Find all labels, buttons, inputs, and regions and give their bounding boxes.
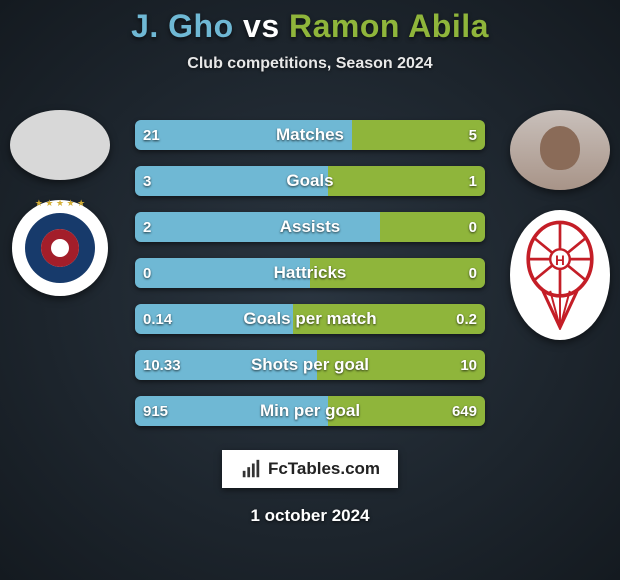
stat-value-left: 0 [143,258,151,288]
stat-row: 0.140.2Goals per match [135,304,485,334]
bar-left [135,166,328,196]
club-badge-inner [25,213,95,283]
vs-text: vs [243,8,280,44]
footer: FcTables.com 1 october 2024 [0,450,620,526]
stat-value-right: 5 [469,120,477,150]
stat-row: 00Hattricks [135,258,485,288]
stat-value-left: 3 [143,166,151,196]
header: J. Gho vs Ramon Abila Club competitions,… [0,0,620,73]
stats-container: 215Matches31Goals20Assists00Hattricks0.1… [135,120,485,426]
stat-row: 20Assists [135,212,485,242]
player2-club-badge: H [510,210,610,340]
stat-row: 10.3310Shots per goal [135,350,485,380]
bar-right [328,166,486,196]
stat-value-right: 0.2 [456,304,477,334]
brand-text: FcTables.com [268,459,380,479]
bar-left [135,212,380,242]
stat-value-left: 915 [143,396,168,426]
stat-row: 915649Min per goal [135,396,485,426]
right-column: H [505,110,615,340]
stat-value-right: 1 [469,166,477,196]
balloon-icon: H [521,220,599,330]
stat-value-right: 649 [452,396,477,426]
stat-value-right: 10 [460,350,477,380]
stat-value-left: 10.33 [143,350,181,380]
player2-name: Ramon Abila [289,8,489,44]
stat-row: 215Matches [135,120,485,150]
player1-name: J. Gho [131,8,234,44]
subtitle: Club competitions, Season 2024 [0,55,620,73]
stat-row: 31Goals [135,166,485,196]
player1-avatar [10,110,110,180]
date-text: 1 october 2024 [0,506,620,526]
stat-value-left: 21 [143,120,160,150]
stat-value-right: 0 [469,258,477,288]
comparison-title: J. Gho vs Ramon Abila [0,8,620,45]
bar-left [135,258,310,288]
player1-club-badge [12,200,108,296]
brand-box: FcTables.com [222,450,398,488]
player2-avatar [510,110,610,190]
stat-value-right: 0 [469,212,477,242]
left-column [5,110,115,296]
stat-value-left: 0.14 [143,304,172,334]
bar-left [135,120,352,150]
brand-icon [240,458,262,480]
bar-right [310,258,485,288]
bar-right [352,120,485,150]
stat-value-left: 2 [143,212,151,242]
svg-text:H: H [555,253,565,268]
